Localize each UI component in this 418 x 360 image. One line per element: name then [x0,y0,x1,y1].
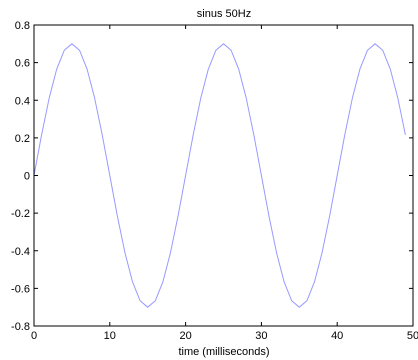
chart-title: sinus 50Hz [197,8,251,20]
x-tick-label: 0 [31,330,37,342]
y-tick-label: -0.8 [11,321,30,333]
plot-area: 0 10 20 30 40 50 -0.8 -0.6 -0.4 -0.2 0 0.2 0.4 0.6 0.8 [11,20,418,342]
y-tick-label: -0.4 [11,246,30,258]
y-tick-label: 0.8 [15,20,30,32]
x-tick-label: 50 [407,330,418,342]
y-tick-label: 0 [24,171,30,183]
x-tick-label: 40 [331,330,343,342]
series-line-0 [33,43,406,308]
y-tick-label: -0.2 [11,208,30,220]
y-tick-label: 0.2 [15,133,30,145]
x-tick-label: 20 [179,330,191,342]
x-tick-label: 30 [255,330,267,342]
x-axis-label: time (milliseconds) [178,346,269,358]
y-tick-label: 0.4 [15,95,30,107]
y-tick-label: 0.6 [15,58,30,70]
y-tick-label: -0.6 [11,283,30,295]
x-tick-label: 10 [104,330,116,342]
